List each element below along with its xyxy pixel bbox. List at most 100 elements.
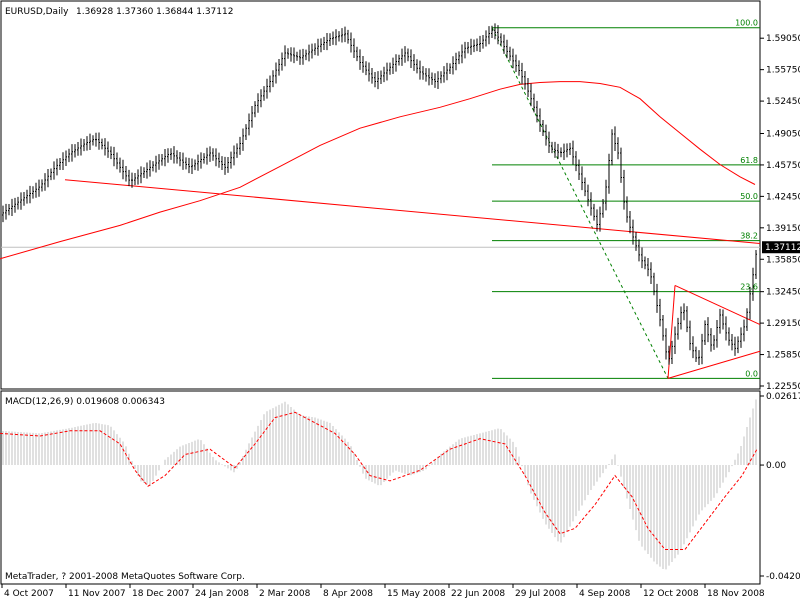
fib-level-label: 61.8 [740, 156, 758, 165]
price-bar [134, 173, 136, 186]
copyright-text: MetaTrader, ? 2001-2008 MetaQuotes Softw… [5, 572, 245, 582]
long-trendline[interactable] [64, 179, 761, 245]
price-bar [179, 151, 181, 167]
price-bar [23, 192, 25, 206]
price-bar [107, 141, 109, 158]
price-bar [563, 143, 565, 161]
symbol-label: EURUSD,Daily [5, 7, 69, 17]
price-bar [266, 78, 268, 99]
time-axis: 4 Oct 2007 11 Nov 2007 18 Dec 2007 24 Jan 2… [1, 584, 765, 599]
price-bar [752, 267, 754, 301]
price-bar [125, 165, 127, 182]
price-bar [698, 350, 700, 365]
price-bar [458, 51, 460, 65]
time-tick-label: 24 Jan 2008 [195, 589, 249, 599]
price-bar [104, 138, 106, 156]
price-bar [746, 308, 748, 332]
price-bar [185, 157, 187, 170]
price-bar [626, 196, 628, 223]
price-bar [623, 169, 625, 210]
price-bar [500, 33, 502, 46]
price-bar [203, 153, 205, 164]
price-bar [326, 32, 328, 51]
time-tick-label: 4 Oct 2007 [4, 589, 54, 599]
price-bar [548, 131, 550, 154]
price-bar [320, 38, 322, 53]
price-bar [140, 166, 142, 184]
price-bar [524, 71, 526, 90]
price-bar [539, 108, 541, 132]
macd-axis: 0.026172 0.00 -0.04205 [760, 392, 800, 582]
price-bar [101, 138, 103, 150]
price-bar [161, 153, 163, 166]
price-bar [467, 42, 469, 54]
price-bar [545, 124, 547, 146]
current-price-box [762, 241, 800, 254]
price-bar [602, 199, 604, 218]
price-bar [617, 137, 619, 160]
price-bar [5, 203, 7, 220]
price-bar [506, 39, 508, 59]
price-bar [191, 158, 193, 174]
price-bar [137, 169, 139, 185]
price-bar [296, 51, 298, 61]
price-bar [167, 148, 169, 163]
ohlc-readout: 1.36928 1.37360 1.36844 1.37112 [76, 7, 233, 17]
price-bar [299, 49, 301, 65]
macd-label: MACD(12,26,9) 0.019608 0.006343 [5, 397, 165, 407]
price-bar [494, 23, 496, 40]
price-bar [584, 177, 586, 197]
price-tick-label: 1.42450 [766, 192, 800, 202]
price-bar [569, 142, 571, 156]
price-bar [614, 126, 616, 152]
price-bar [332, 31, 334, 45]
price-bar [488, 26, 490, 45]
price-bar [452, 56, 454, 75]
price-bar [419, 60, 421, 80]
price-bar [92, 135, 94, 146]
fib-level-label: 0.0 [745, 369, 758, 378]
price-bar [659, 298, 661, 327]
price-bar [755, 249, 757, 280]
price-bar [146, 162, 148, 179]
price-plot[interactable]: 100.0 61.8 50.0 38.2 23.6 0.0 [0, 19, 761, 379]
price-bar [392, 57, 394, 75]
price-bar [437, 71, 439, 90]
price-bar [365, 61, 367, 76]
price-tick-label: 1.52450 [766, 97, 800, 107]
price-tick-label: 1.35850 [766, 255, 800, 265]
time-tick-label: 15 May 2008 [387, 589, 446, 599]
price-bar [233, 145, 235, 166]
price-bar [215, 148, 217, 167]
price-bar [485, 30, 487, 47]
triangle-lower-line[interactable] [667, 350, 761, 379]
price-bar [152, 161, 154, 172]
price-bar [116, 152, 118, 170]
price-bar [164, 149, 166, 167]
price-bar [629, 210, 631, 234]
price-bar [239, 136, 241, 155]
time-tick-label: 22 Jun 2008 [451, 589, 505, 599]
price-bar [50, 168, 52, 181]
price-bar [401, 48, 403, 66]
macd-plot[interactable] [0, 399, 758, 570]
price-tick-label: 1.55750 [766, 66, 800, 76]
price-bar [611, 129, 613, 166]
price-bar [323, 36, 325, 51]
price-bar [668, 345, 670, 365]
price-bar [692, 336, 694, 359]
price-bar [695, 346, 697, 363]
fib-level-label: 100.0 [735, 19, 758, 28]
price-bar [314, 43, 316, 56]
price-axis: 1.59050 1.55750 1.52450 1.49050 1.45750 1.424… [760, 34, 800, 392]
macd-tick-label: -0.04205 [766, 572, 800, 582]
price-bar [83, 139, 85, 152]
price-bar [554, 141, 556, 158]
price-bar [689, 320, 691, 351]
price-bar [41, 179, 43, 192]
triangle-upper-line[interactable] [674, 285, 761, 325]
price-bar [533, 93, 535, 113]
price-bar [542, 120, 544, 136]
price-bar [464, 41, 466, 59]
price-bar [221, 156, 223, 170]
